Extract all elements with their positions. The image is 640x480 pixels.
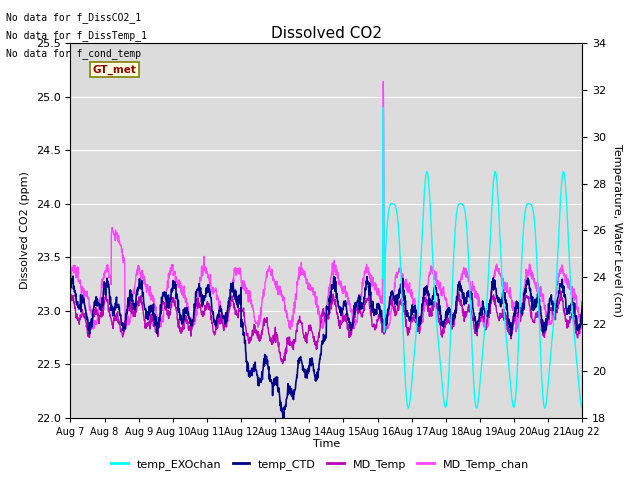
Title: Dissolved CO2: Dissolved CO2 (271, 25, 382, 41)
Legend: temp_EXOchan, temp_CTD, MD_Temp, MD_Temp_chan: temp_EXOchan, temp_CTD, MD_Temp, MD_Temp… (107, 455, 533, 474)
Text: No data for f_cond_temp: No data for f_cond_temp (6, 48, 141, 60)
Text: GT_met: GT_met (93, 64, 137, 74)
X-axis label: Time: Time (313, 439, 340, 449)
Text: No data for f_DissCO2_1: No data for f_DissCO2_1 (6, 12, 141, 23)
Text: No data for f_DissTemp_1: No data for f_DissTemp_1 (6, 30, 147, 41)
Y-axis label: Temperature, Water Level (cm): Temperature, Water Level (cm) (612, 144, 622, 317)
Y-axis label: Dissolved CO2 (ppm): Dissolved CO2 (ppm) (20, 171, 30, 289)
